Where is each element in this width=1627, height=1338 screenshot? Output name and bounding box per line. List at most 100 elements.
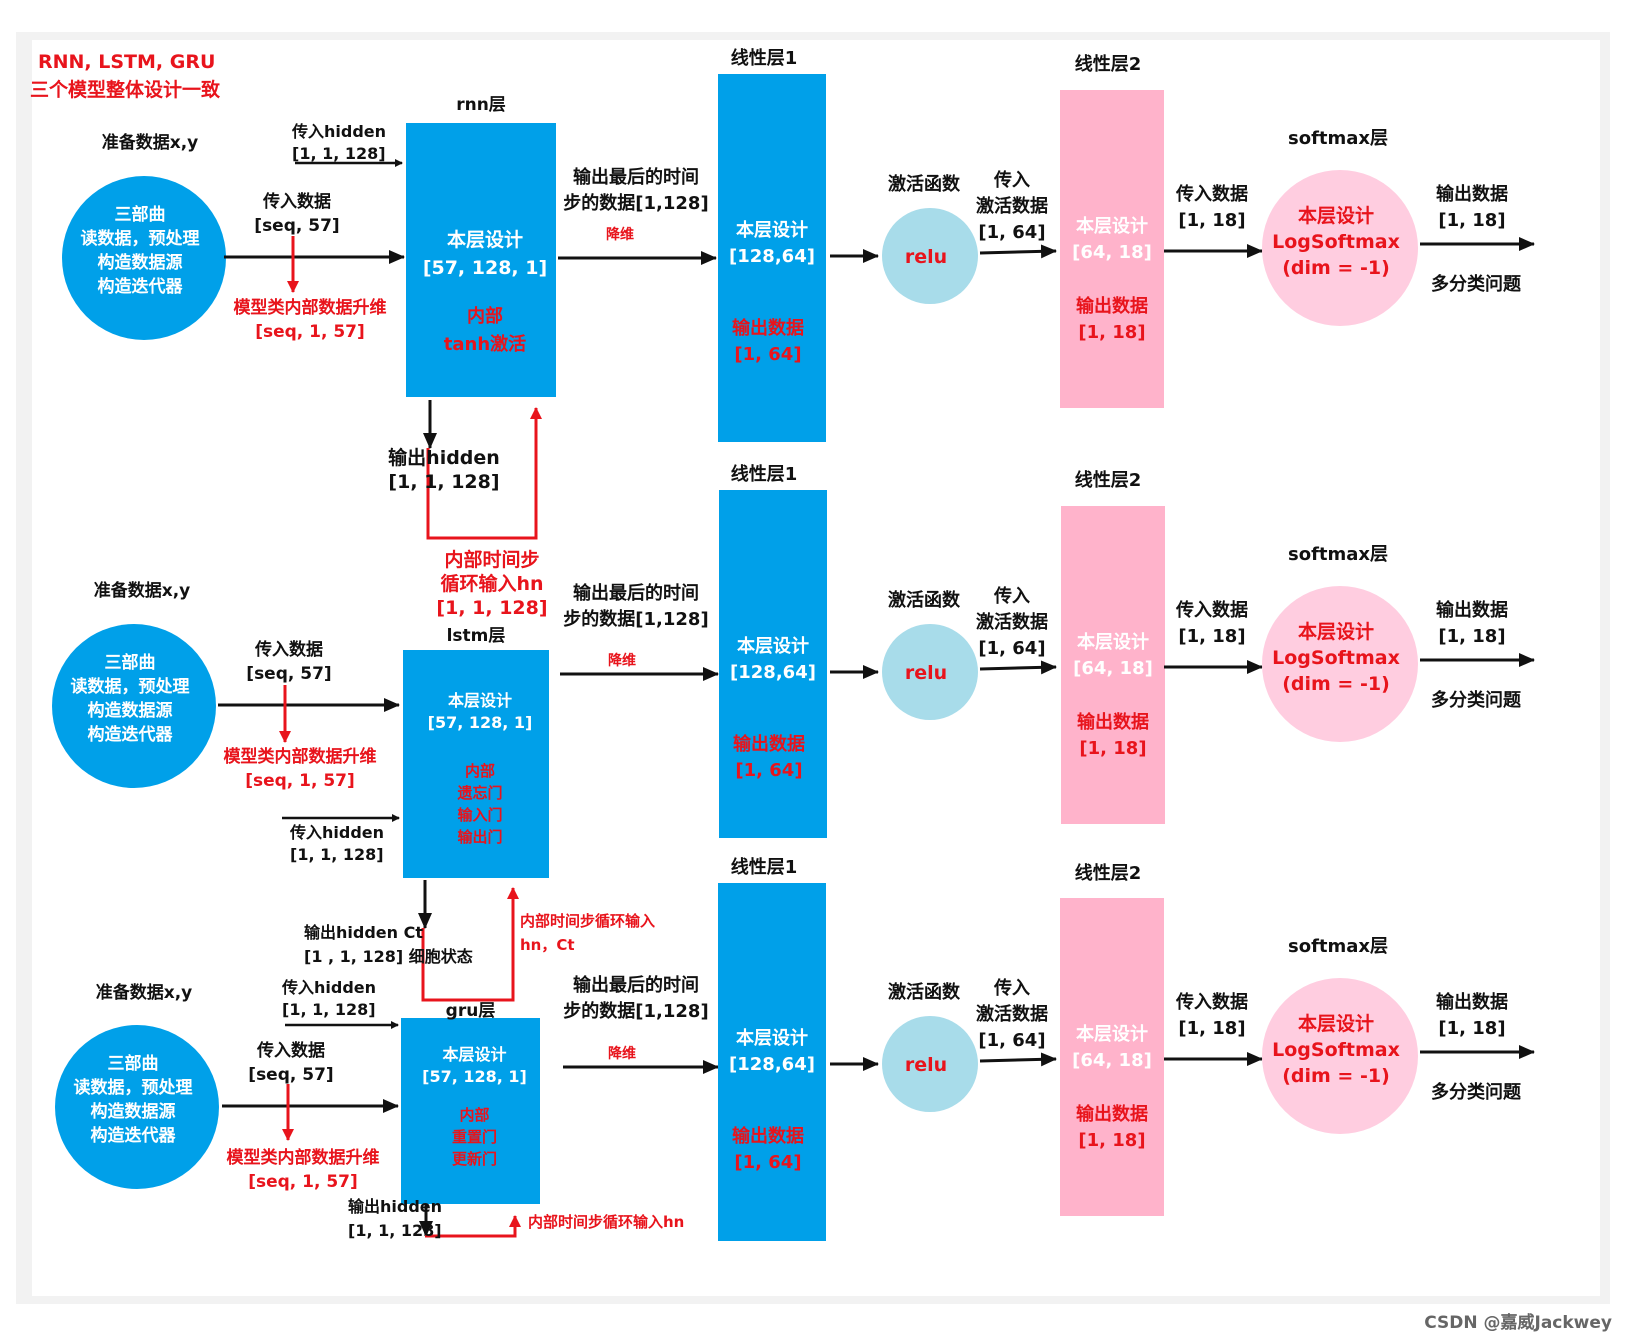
input-data-label-line-0: 传入数据: [256, 1040, 325, 1061]
softmax-design-line-1: LogSoftmax: [1272, 231, 1400, 253]
linear2-out-line-0: 输出数据: [1076, 1103, 1148, 1125]
linear1-box: [718, 74, 826, 442]
prep-title: 准备数据x,y: [102, 132, 199, 153]
activation-input-label-line-2: [1, 64]: [978, 222, 1045, 243]
linear1-title: 线性层1: [731, 47, 798, 69]
upsample-label-line-0: 模型类内部数据升维: [227, 1147, 380, 1168]
layer-internal-line-0: 内部: [467, 305, 503, 327]
layer-internal-line-0: 内部: [459, 1106, 489, 1124]
hidden-in-label-line-1: [1, 1, 128]: [290, 845, 384, 864]
relu-circle: [882, 1016, 978, 1112]
softmax-input-label-line-0: 传入数据: [1175, 991, 1248, 1013]
linear2-box: [1060, 90, 1164, 408]
linear2-title: 线性层2: [1075, 53, 1142, 75]
activation-title: 激活函数: [888, 981, 961, 1003]
data-prep-circle: [62, 176, 226, 340]
layer-internal-line-2: 输入门: [457, 806, 502, 824]
last-step-label-line-0: 输出最后的时间: [573, 582, 699, 604]
reduce-label: 降维: [608, 652, 636, 669]
activation-input-label-line-1: 激活数据: [976, 611, 1048, 633]
linear1-out-line-0: 输出数据: [733, 733, 805, 755]
softmax-design-line-0: 本层设计: [1298, 1012, 1374, 1035]
layer-design-line-1: [57, 128, 1]: [422, 1067, 527, 1086]
loop-label-line-0: 内部时间步循环输入: [520, 912, 655, 930]
gru-layer-box: [401, 1018, 540, 1204]
linear2-box: [1060, 898, 1164, 1216]
data-prep-circle: [52, 624, 216, 788]
data-prep-text-line-2: 构造数据源: [88, 700, 173, 721]
linear1-box: [718, 883, 826, 1241]
upsample-label-line-1: [seq, 1, 57]: [248, 1172, 358, 1192]
activation-input-label-line-2: [1, 64]: [978, 1030, 1045, 1051]
linear1-design-line-1: [128,64]: [730, 662, 816, 683]
linear2-design-line-0: 本层设计: [1076, 215, 1148, 237]
data-prep-text-line-0: 三部曲: [105, 652, 156, 673]
linear2-out-line-1: [1, 18]: [1078, 1130, 1145, 1151]
softmax-circle: [1262, 586, 1418, 742]
layer-internal-line-1: tanh激活: [444, 333, 526, 355]
softmax-circle: [1262, 170, 1418, 326]
hidden-in-label-line-0: 传入hidden: [289, 823, 384, 842]
relu-label: relu: [905, 662, 947, 684]
output-label-line-0: 输出数据: [1436, 991, 1508, 1013]
activation-title: 激活函数: [888, 173, 961, 195]
linear2-design-line-0: 本层设计: [1077, 631, 1149, 653]
to-linear2-arrow: [979, 660, 1057, 675]
data-prep-text-line-3: 构造迭代器: [98, 276, 184, 297]
last-step-label-line-1: 步的数据[1,128]: [563, 608, 708, 630]
upsample-label-line-0: 模型类内部数据升维: [224, 746, 377, 767]
prep-title: 准备数据x,y: [94, 580, 191, 601]
hidden-in-label-line-1: [1, 1, 128]: [292, 144, 386, 163]
diagram-header: RNN, LSTM, GRU 三个模型整体设计一致: [30, 51, 221, 101]
linear1-title: 线性层1: [731, 463, 798, 485]
softmax-title: softmax层: [1288, 936, 1388, 957]
softmax-title: softmax层: [1288, 544, 1388, 565]
data-prep-text-line-3: 构造迭代器: [88, 724, 174, 745]
softmax-design-line-0: 本层设计: [1298, 620, 1374, 643]
task-label: 多分类问题: [1431, 273, 1522, 295]
input-data-label-line-1: [seq, 57]: [248, 1065, 333, 1085]
linear2-out-line-0: 输出数据: [1076, 295, 1148, 317]
softmax-input-label-line-0: 传入数据: [1175, 183, 1248, 205]
linear2-out-line-1: [1, 18]: [1078, 322, 1145, 343]
data-prep-text-line-1: 读数据，预处理: [74, 1077, 193, 1098]
layer-design-line-0: 本层设计: [447, 228, 523, 251]
activation-title: 激活函数: [888, 589, 961, 611]
reduce-label: 降维: [608, 1045, 636, 1062]
layer-design-line-1: [57, 128, 1]: [428, 713, 533, 732]
reduce-label: 降维: [606, 226, 634, 243]
softmax-design-line-1: LogSoftmax: [1272, 647, 1400, 669]
last-step-label-line-1: 步的数据[1,128]: [563, 1000, 708, 1022]
last-step-label-line-1: 步的数据[1,128]: [563, 192, 708, 214]
linear2-out-line-1: [1, 18]: [1079, 738, 1146, 759]
linear2-design-line-1: [64, 18]: [1073, 658, 1153, 679]
lstm-layer-title: lstm层: [447, 626, 506, 646]
data-prep-text-line-3: 构造迭代器: [91, 1125, 177, 1146]
layer-internal-line-3: 输出门: [457, 828, 502, 846]
loop-label-line-1: hn，Ct: [520, 936, 575, 954]
hidden-out-label-line-1: [1 , 1, 128] 细胞状态: [304, 947, 473, 966]
loop-arrow: [421, 887, 519, 1002]
output-label-line-1: [1, 18]: [1438, 1018, 1505, 1039]
data-prep-text-line-0: 三部曲: [115, 204, 166, 225]
output-label-line-0: 输出数据: [1436, 183, 1508, 205]
input-data-label-line-1: [seq, 57]: [254, 216, 339, 236]
data-prep-text-line-2: 构造数据源: [91, 1101, 176, 1122]
watermark: CSDN @嘉威Jackwey: [1424, 1312, 1612, 1333]
data-prep-text-line-0: 三部曲: [108, 1053, 159, 1074]
loop-label-line-1: 循环输入hn: [440, 572, 543, 595]
linear1-out-line-1: [1, 64]: [734, 1152, 801, 1173]
last-step-label-line-0: 输出最后的时间: [573, 166, 699, 188]
activation-input-label-line-0: 传入: [993, 977, 1030, 999]
hidden-out-label-line-0: 输出hidden Ct: [304, 923, 423, 942]
hidden-in-label-line-0: 传入hidden: [291, 122, 386, 141]
header-title: RNN, LSTM, GRU: [38, 51, 215, 73]
gru-layer-title: gru层: [446, 1001, 496, 1021]
softmax-input-label-line-1: [1, 18]: [1178, 1018, 1245, 1039]
softmax-title: softmax层: [1288, 128, 1388, 149]
